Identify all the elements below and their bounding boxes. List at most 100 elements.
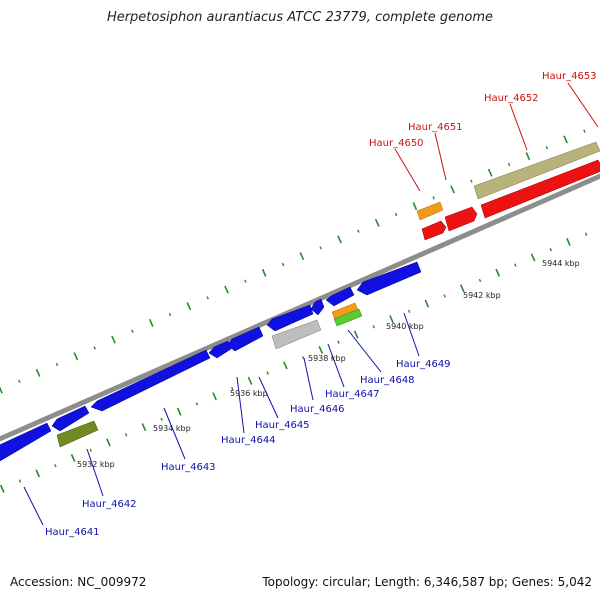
tick-mark [93, 346, 96, 350]
tick-mark [424, 299, 430, 308]
scale-label-5938: 5938 kbp [308, 354, 346, 363]
tick-mark [70, 453, 76, 462]
backbone [0, 172, 600, 443]
gene-label-haur-4652[interactable]: Haur_4652 [484, 93, 539, 104]
tick-mark [35, 368, 41, 377]
label-leader-lines [23, 82, 599, 526]
tick-mark [583, 129, 586, 133]
tick-mark [584, 232, 588, 236]
tick-mark [206, 296, 209, 300]
gene-arrow-haur-4651a[interactable] [421, 220, 447, 241]
gene-label-haur-4653[interactable]: Haur_4653 [542, 71, 597, 82]
gene-arrow-haur-4646[interactable] [271, 319, 322, 350]
scale-label-5936: 5936 kbp [230, 389, 268, 398]
tick-mark [389, 315, 394, 324]
gene-arrow-haur-4652[interactable] [473, 141, 600, 200]
gene-arrow-haur-4650[interactable] [416, 201, 444, 221]
tick-mark [412, 202, 418, 211]
gene-label-haur-4645[interactable]: Haur_4645 [255, 420, 310, 431]
tick-mark [195, 402, 199, 406]
gene-label-haur-4650[interactable]: Haur_4650 [369, 138, 424, 149]
tick-mark [106, 438, 111, 447]
tick-mark [283, 361, 288, 370]
tick-mark [141, 423, 147, 432]
gene-arrow-haur-4647b[interactable] [356, 261, 422, 296]
gene-arrow-haur-4645[interactable] [226, 326, 264, 352]
tick-mark [55, 362, 59, 367]
tick-mark [224, 285, 229, 294]
tick-mark [374, 218, 380, 227]
tick-mark [266, 371, 269, 375]
gene-label-haur-4643[interactable]: Haur_4643 [161, 462, 216, 473]
gene-label-haur-4648[interactable]: Haur_4648 [360, 375, 415, 386]
tick-mark [530, 253, 536, 262]
gene-arrow-haur-4643[interactable] [90, 349, 211, 412]
tick-mark [261, 268, 267, 277]
gene-arrow-haur-4641[interactable] [0, 422, 52, 462]
tick-mark [247, 376, 253, 385]
tick-mark [566, 237, 571, 246]
tick-mark [443, 294, 446, 298]
gene-label-haur-4649[interactable]: Haur_4649 [396, 359, 451, 370]
gene-arrow-haur-4646a[interactable] [266, 304, 314, 332]
tick-mark [337, 235, 342, 244]
gene-label-haur-4646[interactable]: Haur_4646 [290, 404, 345, 415]
tick-mark [394, 212, 398, 217]
tick-mark [459, 284, 465, 293]
scale-label-5934: 5934 kbp [153, 424, 191, 433]
gene-arrow-haur-4642[interactable] [56, 420, 99, 448]
tick-mark [545, 146, 549, 150]
tick-mark [186, 302, 192, 311]
tick-mark [301, 356, 305, 360]
tick-mark [281, 262, 285, 267]
gene-arrow-haur-4653[interactable] [480, 159, 600, 219]
tick-mark [176, 407, 182, 416]
tick-mark [89, 448, 93, 452]
gene-arrow-haur-4648a[interactable] [325, 286, 355, 307]
reverse-tick-track [0, 232, 588, 493]
map-title: Herpetosiphon aurantiacus ATCC 23779, co… [106, 10, 494, 25]
reverse-genes [0, 261, 422, 462]
gene-arrow-haur-4644[interactable] [208, 340, 232, 359]
tick-mark [0, 484, 5, 493]
gene-label-haur-4651[interactable]: Haur_4651 [408, 122, 463, 133]
topology-text: Topology: circular; Length: 6,346,587 bp… [262, 575, 592, 589]
scale-labels: 5932 kbp 5934 kbp 5936 kbp 5938 kbp 5940… [77, 259, 580, 469]
tick-mark [478, 278, 482, 283]
tick-mark [124, 433, 128, 437]
tick-mark [299, 252, 305, 261]
tick-mark [563, 135, 568, 144]
gene-label-haur-4642[interactable]: Haur_4642 [82, 499, 137, 510]
tick-mark [319, 246, 322, 250]
tick-mark [244, 279, 247, 283]
tick-mark [73, 352, 79, 361]
tick-mark [231, 386, 234, 391]
gene-arrow-haur-4642a[interactable] [51, 405, 90, 432]
tick-mark [318, 345, 324, 354]
gene-label-haur-4644[interactable]: Haur_4644 [221, 435, 276, 446]
tick-mark [131, 329, 134, 333]
reverse-gene-labels: Haur_4641 Haur_4642 Haur_4643 Haur_4644 … [45, 359, 451, 538]
tick-mark [514, 263, 517, 267]
gene-label-haur-4641[interactable]: Haur_4641 [45, 527, 100, 538]
accession-text: Accession: NC_009972 [10, 575, 147, 589]
forward-genes [416, 141, 600, 241]
gene-arrow-haur-4648[interactable] [333, 308, 363, 327]
tick-mark [525, 152, 531, 161]
gene-arrow-haur-4651[interactable] [444, 206, 478, 232]
gene-label-haur-4647[interactable]: Haur_4647 [325, 389, 380, 400]
forward-tick-track [0, 129, 586, 394]
tick-mark [450, 185, 455, 194]
tick-mark [507, 162, 511, 167]
tick-mark [35, 469, 41, 478]
tick-mark [337, 340, 340, 344]
tick-mark [18, 479, 22, 483]
scale-label-5940: 5940 kbp [386, 322, 424, 331]
backbone-line [0, 173, 600, 442]
gene-arrow-haur-4647[interactable] [310, 298, 325, 316]
tick-mark [168, 312, 172, 317]
tick-mark [487, 168, 493, 177]
scale-label-5942: 5942 kbp [463, 291, 501, 300]
tick-mark [0, 386, 3, 394]
tick-mark [549, 248, 553, 252]
